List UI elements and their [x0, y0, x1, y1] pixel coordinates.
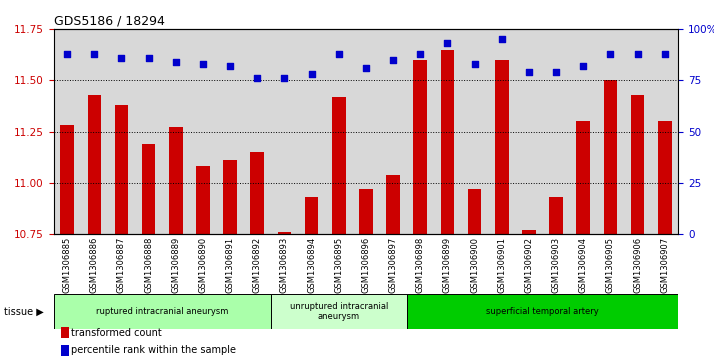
Point: [442, 41, 453, 46]
Text: GSM1306889: GSM1306889: [171, 237, 180, 293]
Point: [659, 51, 670, 57]
Bar: [169, 127, 183, 234]
Bar: [61, 126, 74, 234]
Point: [415, 51, 426, 57]
Point: [333, 51, 344, 57]
Point: [388, 57, 399, 63]
Text: GSM1306893: GSM1306893: [280, 237, 289, 293]
Text: GSM1306907: GSM1306907: [660, 237, 669, 293]
Bar: [522, 230, 536, 234]
Point: [116, 55, 127, 61]
Point: [632, 51, 643, 57]
Point: [605, 51, 616, 57]
Text: GDS5186 / 18294: GDS5186 / 18294: [54, 15, 164, 28]
Text: GSM1306902: GSM1306902: [524, 237, 533, 293]
Bar: [576, 121, 590, 234]
Bar: [549, 197, 563, 234]
Text: GSM1306905: GSM1306905: [606, 237, 615, 293]
Bar: [658, 121, 671, 234]
Point: [170, 59, 181, 65]
Point: [89, 51, 100, 57]
Point: [578, 63, 589, 69]
Text: transformed count: transformed count: [71, 328, 162, 338]
Text: GSM1306888: GSM1306888: [144, 237, 153, 293]
Bar: [278, 232, 291, 234]
Text: GSM1306886: GSM1306886: [90, 237, 99, 293]
Text: GSM1306895: GSM1306895: [334, 237, 343, 293]
FancyBboxPatch shape: [271, 294, 407, 329]
Point: [197, 61, 208, 67]
Bar: [603, 80, 617, 234]
Point: [224, 63, 236, 69]
Point: [251, 76, 263, 81]
Bar: [468, 189, 481, 234]
Text: GSM1306904: GSM1306904: [579, 237, 588, 293]
Text: percentile rank within the sample: percentile rank within the sample: [71, 345, 236, 355]
Point: [361, 65, 372, 71]
Text: ruptured intracranial aneurysm: ruptured intracranial aneurysm: [96, 307, 228, 316]
Bar: [495, 60, 508, 234]
Text: GSM1306891: GSM1306891: [226, 237, 235, 293]
Point: [143, 55, 154, 61]
Text: GSM1306894: GSM1306894: [307, 237, 316, 293]
Point: [469, 61, 481, 67]
Text: unruptured intracranial
aneurysm: unruptured intracranial aneurysm: [290, 302, 388, 321]
Text: GSM1306899: GSM1306899: [443, 237, 452, 293]
Point: [550, 69, 562, 75]
Text: GSM1306906: GSM1306906: [633, 237, 642, 293]
Bar: [142, 144, 156, 234]
Bar: [223, 160, 237, 234]
Text: tissue ▶: tissue ▶: [4, 306, 44, 317]
Bar: [115, 105, 129, 234]
Bar: [251, 152, 264, 234]
Bar: [413, 60, 427, 234]
Point: [61, 51, 73, 57]
Bar: [305, 197, 318, 234]
Bar: [88, 95, 101, 234]
Point: [306, 71, 317, 77]
Text: superficial temporal artery: superficial temporal artery: [486, 307, 599, 316]
Text: GSM1306892: GSM1306892: [253, 237, 262, 293]
Text: GSM1306897: GSM1306897: [388, 237, 398, 293]
Text: GSM1306896: GSM1306896: [361, 237, 371, 293]
Text: GSM1306900: GSM1306900: [470, 237, 479, 293]
Text: GSM1306898: GSM1306898: [416, 237, 425, 293]
Point: [496, 36, 508, 42]
Point: [278, 76, 290, 81]
FancyBboxPatch shape: [407, 294, 678, 329]
Bar: [630, 95, 644, 234]
Bar: [386, 175, 400, 234]
Bar: [441, 50, 454, 234]
Text: GSM1306903: GSM1306903: [552, 237, 560, 293]
Bar: [196, 167, 210, 234]
Bar: [332, 97, 346, 234]
Bar: [359, 189, 373, 234]
Point: [523, 69, 535, 75]
FancyBboxPatch shape: [54, 294, 271, 329]
Text: GSM1306890: GSM1306890: [198, 237, 208, 293]
Text: GSM1306901: GSM1306901: [497, 237, 506, 293]
Text: GSM1306885: GSM1306885: [63, 237, 71, 293]
Text: GSM1306887: GSM1306887: [117, 237, 126, 293]
